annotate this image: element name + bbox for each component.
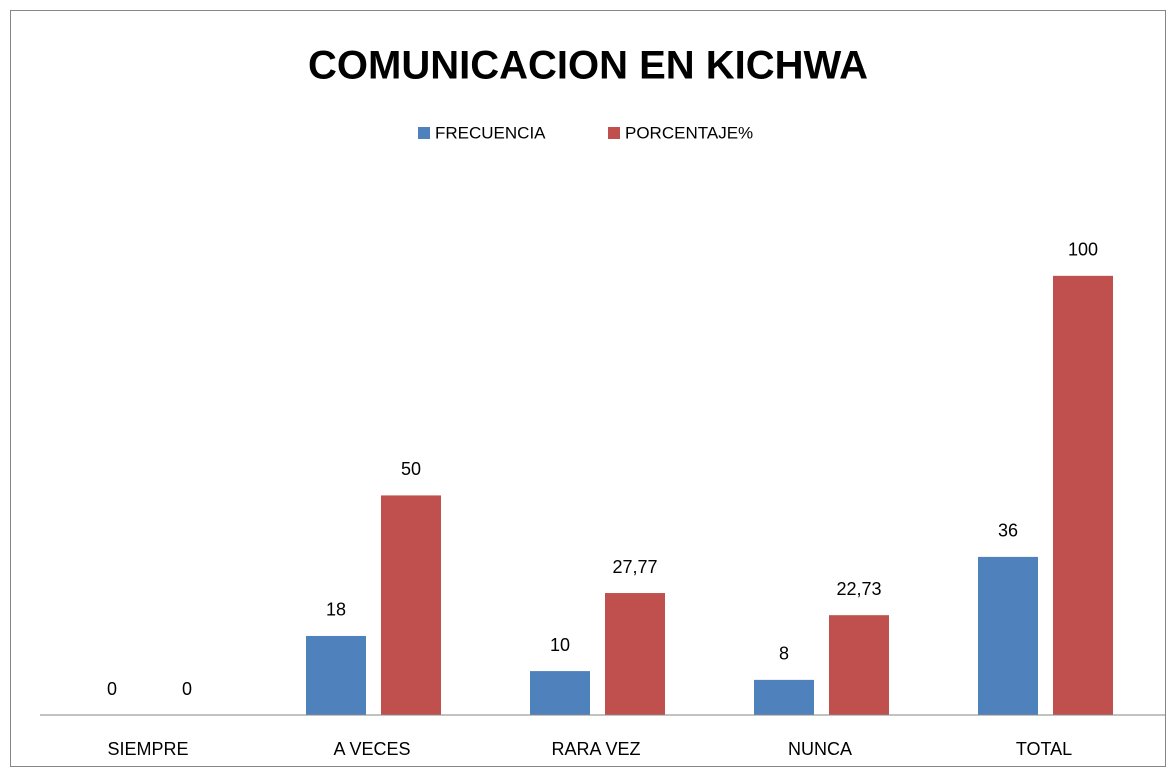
bar <box>381 495 441 715</box>
x-tick-label: NUNCA <box>788 739 852 759</box>
data-label: 100 <box>1068 240 1098 260</box>
x-tick-label: RARA VEZ <box>551 739 640 759</box>
chart-title: COMUNICACION EN KICHWA <box>308 44 868 88</box>
data-label: 0 <box>107 679 117 699</box>
x-tick-label: SIEMPRE <box>107 739 188 759</box>
data-label: 18 <box>326 600 346 620</box>
data-label: 8 <box>779 644 789 664</box>
bar <box>978 556 1038 715</box>
data-label: 50 <box>401 459 421 479</box>
legend-swatch <box>608 127 620 139</box>
data-label: 22,73 <box>836 579 881 599</box>
legend-label: PORCENTAJE% <box>625 123 753 142</box>
legend-label: FRECUENCIA <box>435 123 546 142</box>
legend-swatch <box>418 127 430 139</box>
bar <box>306 635 366 715</box>
bar <box>530 671 590 715</box>
bar <box>1053 275 1113 715</box>
data-label: 27,77 <box>612 557 657 577</box>
bar <box>829 615 889 715</box>
data-label: 10 <box>550 635 570 655</box>
x-tick-label: TOTAL <box>1016 739 1072 759</box>
data-label: 0 <box>182 679 192 699</box>
bar <box>754 679 814 715</box>
bar <box>605 593 665 715</box>
x-tick-label: A VECES <box>333 739 410 759</box>
chart-border <box>10 10 1166 767</box>
data-label: 36 <box>998 521 1018 541</box>
